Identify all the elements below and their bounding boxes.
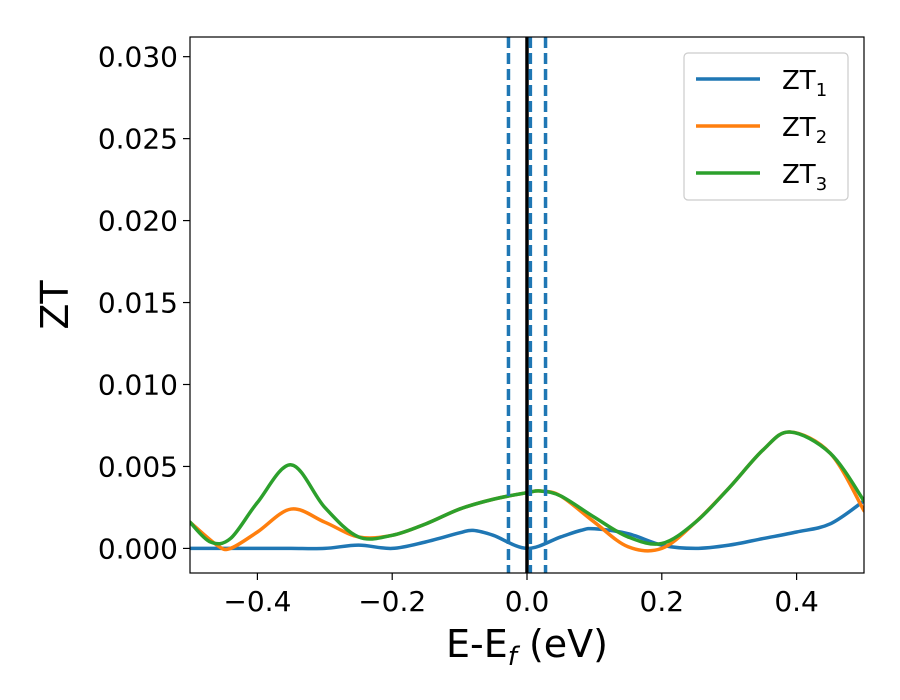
y-axis: 0.000 0.005 0.010 0.015 0.020 0.025 0.030: [98, 41, 190, 565]
y-axis-label: ZT: [33, 280, 77, 330]
x-tick-label: 0.2: [640, 585, 685, 618]
vline-layer: [506, 37, 548, 573]
y-tick-label: 0.030: [98, 41, 178, 74]
y-tick-label: 0.015: [98, 287, 178, 320]
legend-label: ZT1: [782, 66, 827, 101]
legend: ZT1 ZT2 ZT3: [683, 52, 849, 201]
y-tick-label: 0.025: [98, 123, 178, 156]
x-tick-label: 0.4: [774, 585, 819, 618]
y-tick-label: 0.010: [98, 368, 178, 401]
y-tick-label: 0.000: [98, 532, 178, 565]
x-tick-label: −0.2: [358, 585, 426, 618]
legend-label: ZT3: [782, 160, 827, 195]
y-tick-label: 0.005: [98, 450, 178, 483]
legend-label: ZT2: [782, 113, 827, 148]
x-tick-label: −0.4: [223, 585, 291, 618]
legend-frame: [683, 52, 849, 201]
x-tick-label: 0.0: [505, 585, 550, 618]
y-tick-label: 0.020: [98, 205, 178, 238]
x-axis-label: E-Ef (eV): [446, 622, 608, 672]
x-axis: −0.4 −0.2 0.0 0.2 0.4: [223, 573, 819, 618]
